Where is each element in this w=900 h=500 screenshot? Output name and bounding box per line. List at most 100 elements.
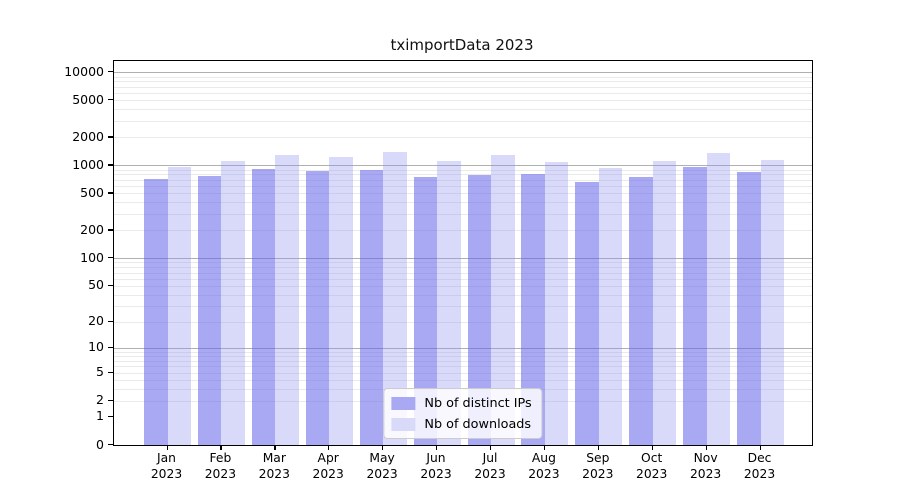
- y-tick-label: 100: [80, 249, 104, 265]
- minor-gridline: [114, 120, 812, 122]
- x-tick-mark: [543, 445, 546, 450]
- minor-gridline: [114, 379, 812, 381]
- legend-label: Nb of distinct IPs: [424, 395, 532, 411]
- minor-gridline: [114, 351, 812, 353]
- y-tick-mark: [108, 399, 113, 401]
- bar-downloads-may: [383, 151, 407, 445]
- legend: Nb of distinct IPs Nb of downloads: [383, 388, 543, 439]
- minor-gridline: [114, 193, 812, 195]
- minor-gridline: [114, 360, 812, 362]
- bar-downloads-nov: [706, 153, 731, 445]
- bar-downloads-aug: [544, 162, 569, 445]
- y-tick-label: 500: [80, 184, 104, 200]
- minor-gridline: [114, 262, 812, 264]
- bar-ips-aug: [521, 173, 545, 445]
- bar-downloads-sep: [598, 167, 623, 445]
- y-tick-mark: [108, 99, 113, 101]
- x-tick-month: Mar: [262, 451, 286, 465]
- x-tick-year: 2023: [204, 466, 237, 481]
- x-tick-year: 2023: [582, 466, 614, 481]
- minor-gridline: [114, 76, 812, 78]
- chart-title: tximportData 2023: [390, 36, 534, 54]
- bar-ips-jan: [144, 179, 168, 445]
- x-tick-mark: [166, 445, 168, 450]
- minor-gridline: [114, 267, 812, 269]
- x-tick-label: Oct 2023: [620, 451, 684, 482]
- major-gridline: [114, 72, 812, 74]
- minor-gridline: [114, 100, 812, 102]
- minor-gridline: [114, 214, 812, 215]
- y-tick-label: 1: [96, 408, 104, 424]
- bar-ips-dec: [737, 171, 761, 445]
- y-tick-mark: [108, 71, 113, 73]
- minor-gridline: [114, 278, 812, 280]
- x-tick-year: 2023: [258, 466, 290, 481]
- x-tick-mark: [328, 445, 330, 450]
- x-tick-year: 2023: [689, 466, 722, 481]
- y-tick-mark: [108, 346, 113, 349]
- minor-gridline: [114, 321, 812, 323]
- x-tick-mark: [274, 445, 276, 450]
- legend-swatch-downloads: [391, 417, 416, 431]
- x-tick-label: Jan 2023: [135, 451, 199, 482]
- bar-downloads-jun: [437, 161, 461, 445]
- plot-canvas: [114, 61, 812, 445]
- x-tick-month: Sep: [586, 451, 610, 465]
- minor-gridline: [114, 202, 812, 204]
- bar-downloads-oct: [652, 160, 677, 445]
- y-tick-label: 200: [80, 221, 104, 237]
- y-tick-mark: [108, 444, 113, 446]
- x-tick-month: Jul: [482, 451, 498, 465]
- legend-label: Nb of downloads: [424, 416, 532, 432]
- x-tick-month: Oct: [641, 451, 663, 465]
- minor-gridline: [114, 109, 812, 111]
- y-tick-label: 2: [96, 392, 104, 407]
- y-tick-label: 50: [88, 277, 104, 293]
- y-tick-mark: [108, 284, 113, 287]
- y-tick-mark: [108, 229, 113, 231]
- x-tick-month: Apr: [317, 451, 339, 465]
- bar-ips-sep: [575, 181, 599, 445]
- minor-gridline: [114, 92, 812, 94]
- legend-entry: Nb of downloads: [391, 415, 531, 433]
- minor-gridline: [114, 230, 812, 232]
- minor-gridline: [114, 356, 812, 358]
- bar-ips-jul: [467, 175, 491, 445]
- x-tick-month: Jan: [157, 451, 176, 465]
- y-tick-mark: [108, 371, 113, 373]
- x-tick-mark: [382, 445, 384, 450]
- x-tick-mark: [220, 445, 222, 450]
- y-tick-label: 5000: [72, 91, 104, 107]
- bar-ips-mar: [251, 169, 276, 445]
- x-tick-month: May: [369, 451, 395, 465]
- y-tick-mark: [108, 415, 113, 418]
- minor-gridline: [114, 137, 812, 139]
- bar-ips-nov: [683, 166, 707, 445]
- x-tick-label: May 2023: [350, 451, 414, 482]
- x-tick-mark: [759, 445, 761, 450]
- x-tick-label: Dec 2023: [728, 451, 792, 482]
- minor-gridline: [114, 81, 812, 83]
- y-tick-label: 10000: [64, 63, 104, 79]
- y-tick-label: 1000: [72, 156, 104, 172]
- x-tick-mark: [705, 445, 707, 450]
- major-gridline: [114, 165, 812, 167]
- major-gridline: [114, 347, 812, 349]
- y-tick-label: 20: [88, 313, 104, 329]
- y-tick-label: 2000: [72, 128, 104, 144]
- bar-downloads-jan: [167, 167, 191, 445]
- x-tick-year: 2023: [528, 466, 560, 481]
- bar-downloads-dec: [760, 159, 784, 445]
- minor-gridline: [114, 272, 812, 274]
- x-tick-mark: [490, 445, 492, 450]
- y-tick-mark: [108, 136, 113, 138]
- y-tick-mark: [108, 257, 113, 259]
- bar-ips-may: [359, 169, 384, 445]
- x-tick-label: Aug 2023: [512, 451, 576, 482]
- x-tick-year: 2023: [312, 466, 344, 481]
- plot-area: Nb of distinct IPs Nb of downloads: [113, 60, 813, 446]
- y-tick-label: 5: [96, 364, 104, 379]
- bar-downloads-apr: [329, 157, 353, 445]
- minor-gridline: [114, 186, 812, 187]
